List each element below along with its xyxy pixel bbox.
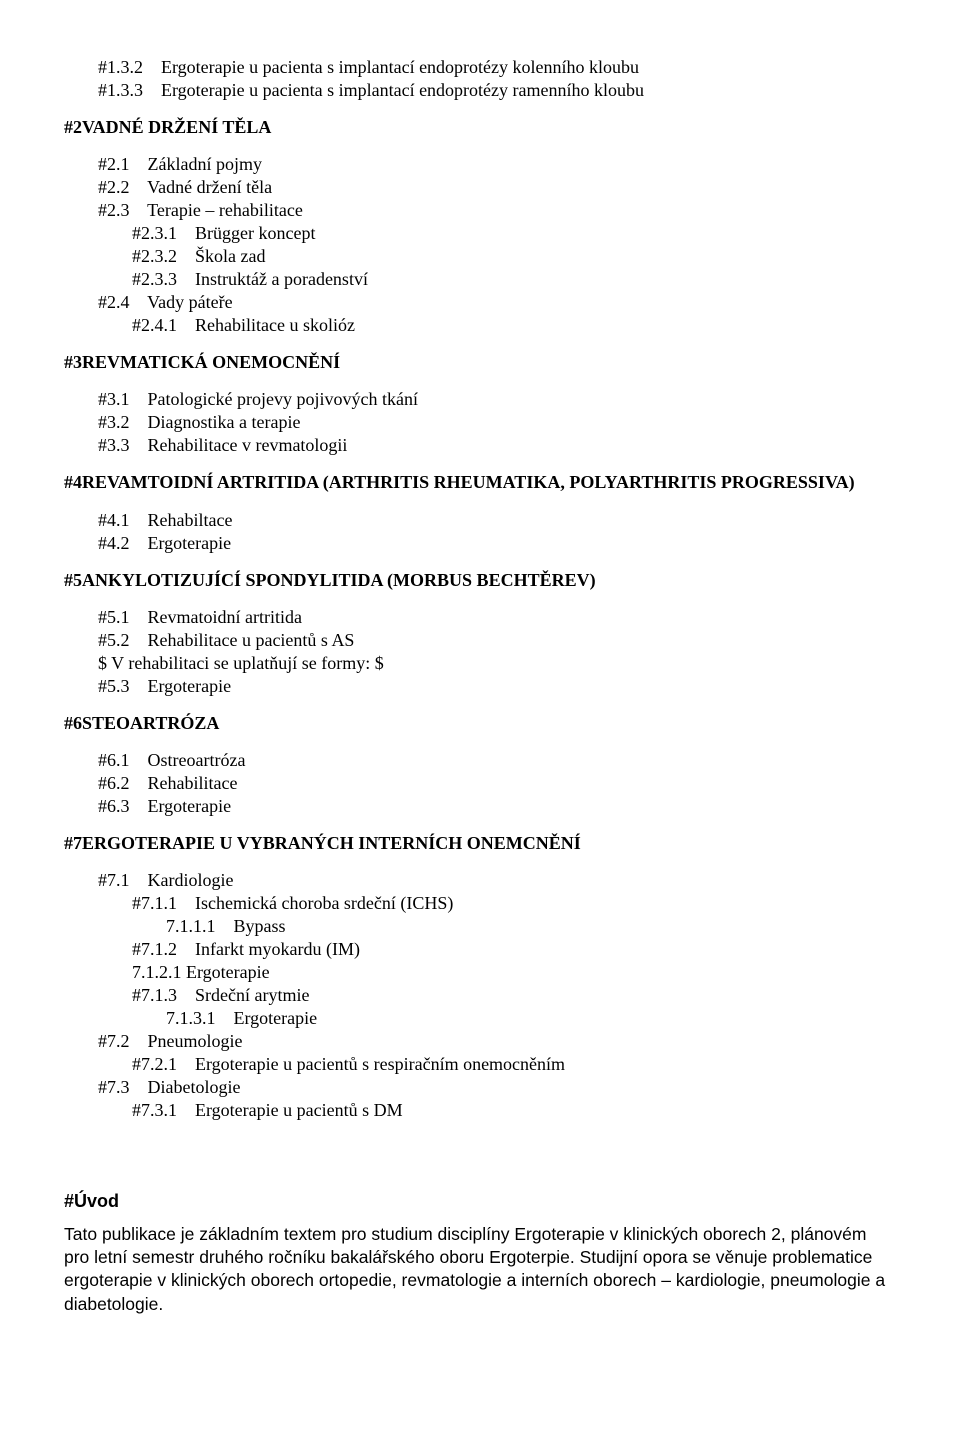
outline-line: #7.3 Diabetologie [64,1076,896,1099]
outline-line: #5.1 Revmatoidní artritida [64,606,896,629]
outline-line: #6STEOARTRÓZA [64,712,896,735]
document-outline: #1.3.2 Ergoterapie u pacienta s implanta… [64,56,896,1122]
spacer [64,495,896,509]
spacer [64,855,896,869]
spacer [64,374,896,388]
outline-line: #7.2.1 Ergoterapie u pacientů s respirač… [64,1053,896,1076]
spacer [64,1213,896,1223]
outline-line: #6.3 Ergoterapie [64,795,896,818]
outline-line: $ V rehabilitaci se uplatňují se formy: … [64,652,896,675]
outline-line: #7.1.2 Infarkt myokardu (IM) [64,938,896,961]
spacer [64,1156,896,1190]
outline-line: #3.2 Diagnostika a terapie [64,411,896,434]
outline-line: #7.3.1 Ergoterapie u pacientů s DM [64,1099,896,1122]
intro-body: Tato publikace je základním textem pro s… [64,1223,896,1315]
spacer [64,735,896,749]
outline-line: #7.1.3 Srdeční arytmie [64,984,896,1007]
outline-line: #6.2 Rehabilitace [64,772,896,795]
outline-line: #2.3.3 Instruktáž a poradenství [64,268,896,291]
outline-line: #7.1.1 Ischemická choroba srdeční (ICHS) [64,892,896,915]
outline-line: #5ANKYLOTIZUJÍCÍ SPONDYLITIDA (MORBUS BE… [64,569,896,592]
outline-line: #7.2 Pneumologie [64,1030,896,1053]
outline-line: #2.4.1 Rehabilitace u skolióz [64,314,896,337]
outline-line: #2.3.2 Škola zad [64,245,896,268]
spacer [64,102,896,116]
spacer [64,592,896,606]
outline-line: #3.1 Patologické projevy pojivových tkán… [64,388,896,411]
outline-line: #7.1 Kardiologie [64,869,896,892]
outline-line: #2VADNÉ DRŽENÍ TĚLA [64,116,896,139]
outline-line: #7ERGOTERAPIE U VYBRANÝCH INTERNÍCH ONEM… [64,832,896,855]
outline-line: #3.3 Rehabilitace v revmatologii [64,434,896,457]
spacer [64,1122,896,1156]
outline-line: #2.4 Vady páteře [64,291,896,314]
outline-line: #5.2 Rehabilitace u pacientů s AS [64,629,896,652]
outline-line: #1.3.2 Ergoterapie u pacienta s implanta… [64,56,896,79]
intro-heading: #Úvod [64,1190,896,1213]
outline-line: #5.3 Ergoterapie [64,675,896,698]
outline-line: #6.1 Ostreoartróza [64,749,896,772]
outline-line: #2.3 Terapie – rehabilitace [64,199,896,222]
outline-line: 7.1.1.1 Bypass [64,915,896,938]
outline-line: 7.1.2.1 Ergoterapie [64,961,896,984]
outline-line: #2.3.1 Brügger koncept [64,222,896,245]
outline-line: #4.1 Rehabiltace [64,509,896,532]
spacer [64,698,896,712]
spacer [64,457,896,471]
spacer [64,555,896,569]
outline-line: #2.1 Základní pojmy [64,153,896,176]
spacer [64,337,896,351]
outline-line: #3REVMATICKÁ ONEMOCNĚNÍ [64,351,896,374]
outline-line: #4.2 Ergoterapie [64,532,896,555]
outline-line: 7.1.3.1 Ergoterapie [64,1007,896,1030]
outline-line: #4REVAMTOIDNÍ ARTRITIDA (ARTHRITIS RHEUM… [64,471,896,494]
spacer [64,139,896,153]
outline-line: #2.2 Vadné držení těla [64,176,896,199]
outline-line: #1.3.3 Ergoterapie u pacienta s implanta… [64,79,896,102]
spacer [64,818,896,832]
